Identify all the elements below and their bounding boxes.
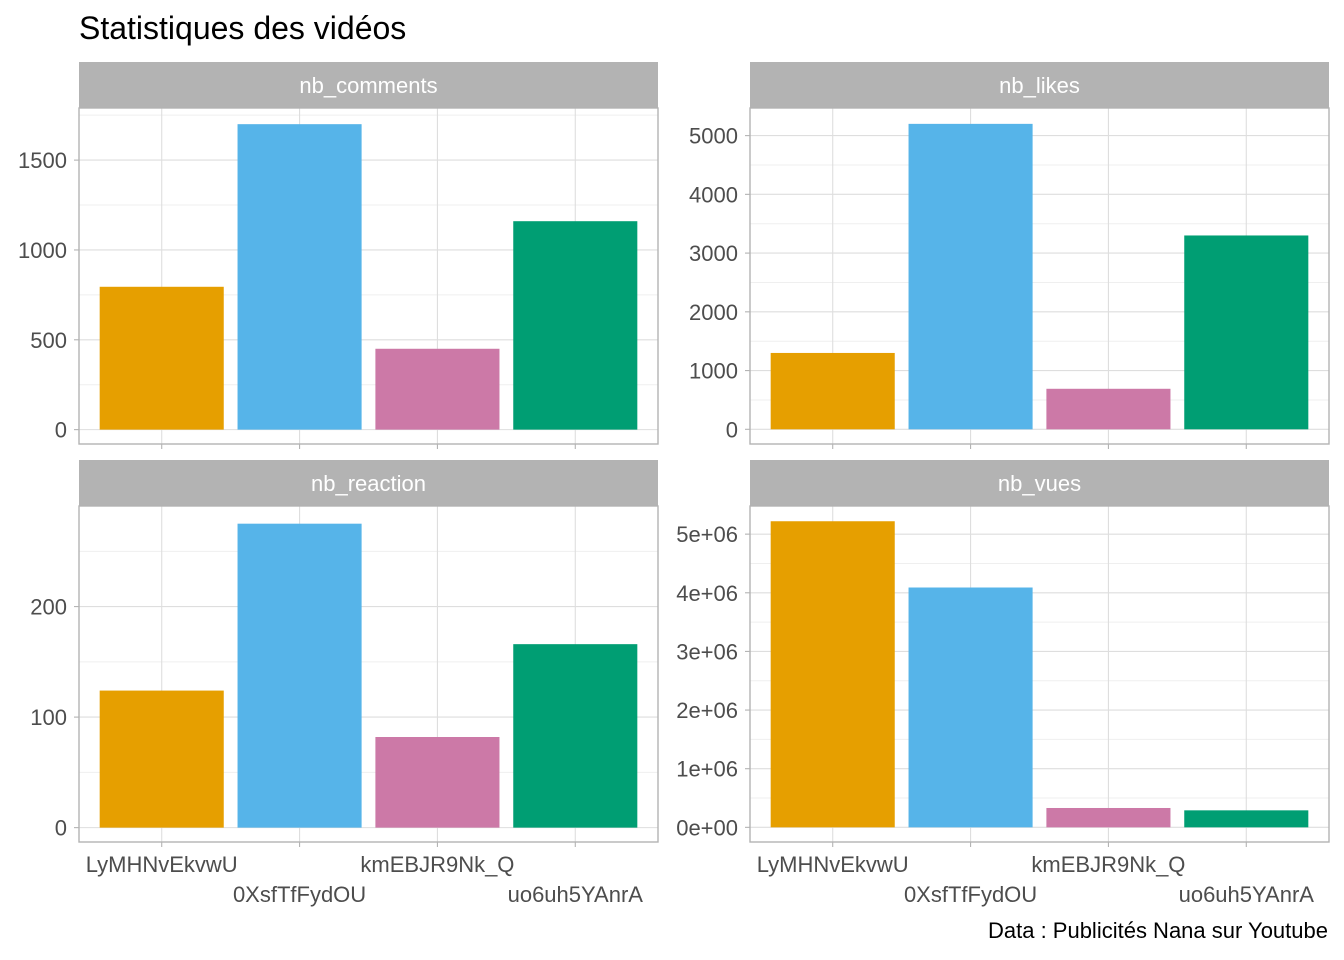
nb-likes-y-tick-label: 5000 <box>689 124 738 149</box>
nb-reaction-bar-uo6uh5YAnrA <box>513 644 638 828</box>
nb-likes-y-tick-label: 3000 <box>689 241 738 266</box>
nb-reaction-x-tick-label: 0XsfTfFydOU <box>233 882 366 907</box>
nb-vues-strip <box>750 460 1329 506</box>
nb-vues-y-tick-label: 2e+06 <box>676 698 738 723</box>
nb-vues-x-tick-label: LyMHNvEkvwU <box>757 852 909 877</box>
nb-likes-strip <box>750 62 1329 108</box>
nb-reaction-bar-0XsfTfFydOU <box>237 523 362 828</box>
nb-comments-y-tick-label: 500 <box>30 328 67 353</box>
nb-reaction-strip-label: nb_reaction <box>311 471 426 496</box>
nb-comments-y-tick-label: 0 <box>55 418 67 443</box>
nb-vues-strip-label: nb_vues <box>998 471 1081 496</box>
nb-likes-panel-border <box>749 107 1330 445</box>
nb-comments-panel-border <box>78 107 659 445</box>
chart-title: Statistiques des vidéos <box>79 10 407 46</box>
nb-comments-y-tick-label: 1000 <box>18 238 67 263</box>
nb-reaction-y-tick-label: 200 <box>30 595 67 620</box>
nb-vues-y-tick-label: 4e+06 <box>676 581 738 606</box>
nb-likes-bar-0XsfTfFydOU <box>908 123 1033 430</box>
nb-reaction-x-tick-label: uo6uh5YAnrA <box>508 882 644 907</box>
nb-comments-strip-label: nb_comments <box>299 73 437 98</box>
nb-vues-x-tick-label: uo6uh5YAnrA <box>1179 882 1315 907</box>
nb-comments-bar-uo6uh5YAnrA <box>513 221 638 430</box>
nb-likes-strip-label: nb_likes <box>999 73 1080 98</box>
nb-vues-bar-LyMHNvEkvwU <box>770 521 895 828</box>
nb-comments-bar-kmEBJR9Nk_Q <box>375 348 500 430</box>
nb-comments-bar-LyMHNvEkvwU <box>99 286 224 430</box>
nb-likes-bar-uo6uh5YAnrA <box>1184 235 1309 430</box>
nb-likes-bar-kmEBJR9Nk_Q <box>1046 388 1171 430</box>
nb-reaction-strip <box>79 460 658 506</box>
nb-vues-y-tick-label: 1e+06 <box>676 757 738 782</box>
nb-reaction-x-tick-label: LyMHNvEkvwU <box>86 852 238 877</box>
nb-reaction-bar-kmEBJR9Nk_Q <box>375 737 500 828</box>
nb-vues-bar-kmEBJR9Nk_Q <box>1046 807 1171 828</box>
nb-likes-y-tick-label: 0 <box>726 417 738 442</box>
nb-vues-bar-0XsfTfFydOU <box>908 587 1033 828</box>
nb-comments-bar-0XsfTfFydOU <box>237 124 362 430</box>
chart-caption: Data : Publicités Nana sur Youtube <box>987 918 1328 943</box>
nb-vues-x-tick-label: 0XsfTfFydOU <box>904 882 1037 907</box>
nb-reaction-bar-LyMHNvEkvwU <box>99 690 224 828</box>
nb-reaction-y-tick-label: 100 <box>30 705 67 730</box>
nb-likes-y-tick-label: 1000 <box>689 359 738 384</box>
nb-likes-y-tick-label: 2000 <box>689 300 738 325</box>
nb-vues-bar-uo6uh5YAnrA <box>1184 810 1309 828</box>
nb-reaction-panel-border <box>78 505 659 843</box>
nb-comments-strip <box>79 62 658 108</box>
nb-reaction-y-tick-label: 0 <box>55 816 67 841</box>
nb-likes-bar-LyMHNvEkvwU <box>770 352 895 430</box>
nb-vues-panel-border <box>749 505 1330 843</box>
nb-likes-y-tick-label: 4000 <box>689 182 738 207</box>
nb-reaction-x-tick-label: kmEBJR9Nk_Q <box>360 852 514 877</box>
nb-comments-y-tick-label: 1500 <box>18 148 67 173</box>
nb-vues-y-tick-label: 3e+06 <box>676 639 738 664</box>
nb-vues-y-tick-label: 0e+00 <box>676 815 738 840</box>
nb-vues-y-tick-label: 5e+06 <box>676 522 738 547</box>
nb-vues-x-tick-label: kmEBJR9Nk_Q <box>1031 852 1185 877</box>
